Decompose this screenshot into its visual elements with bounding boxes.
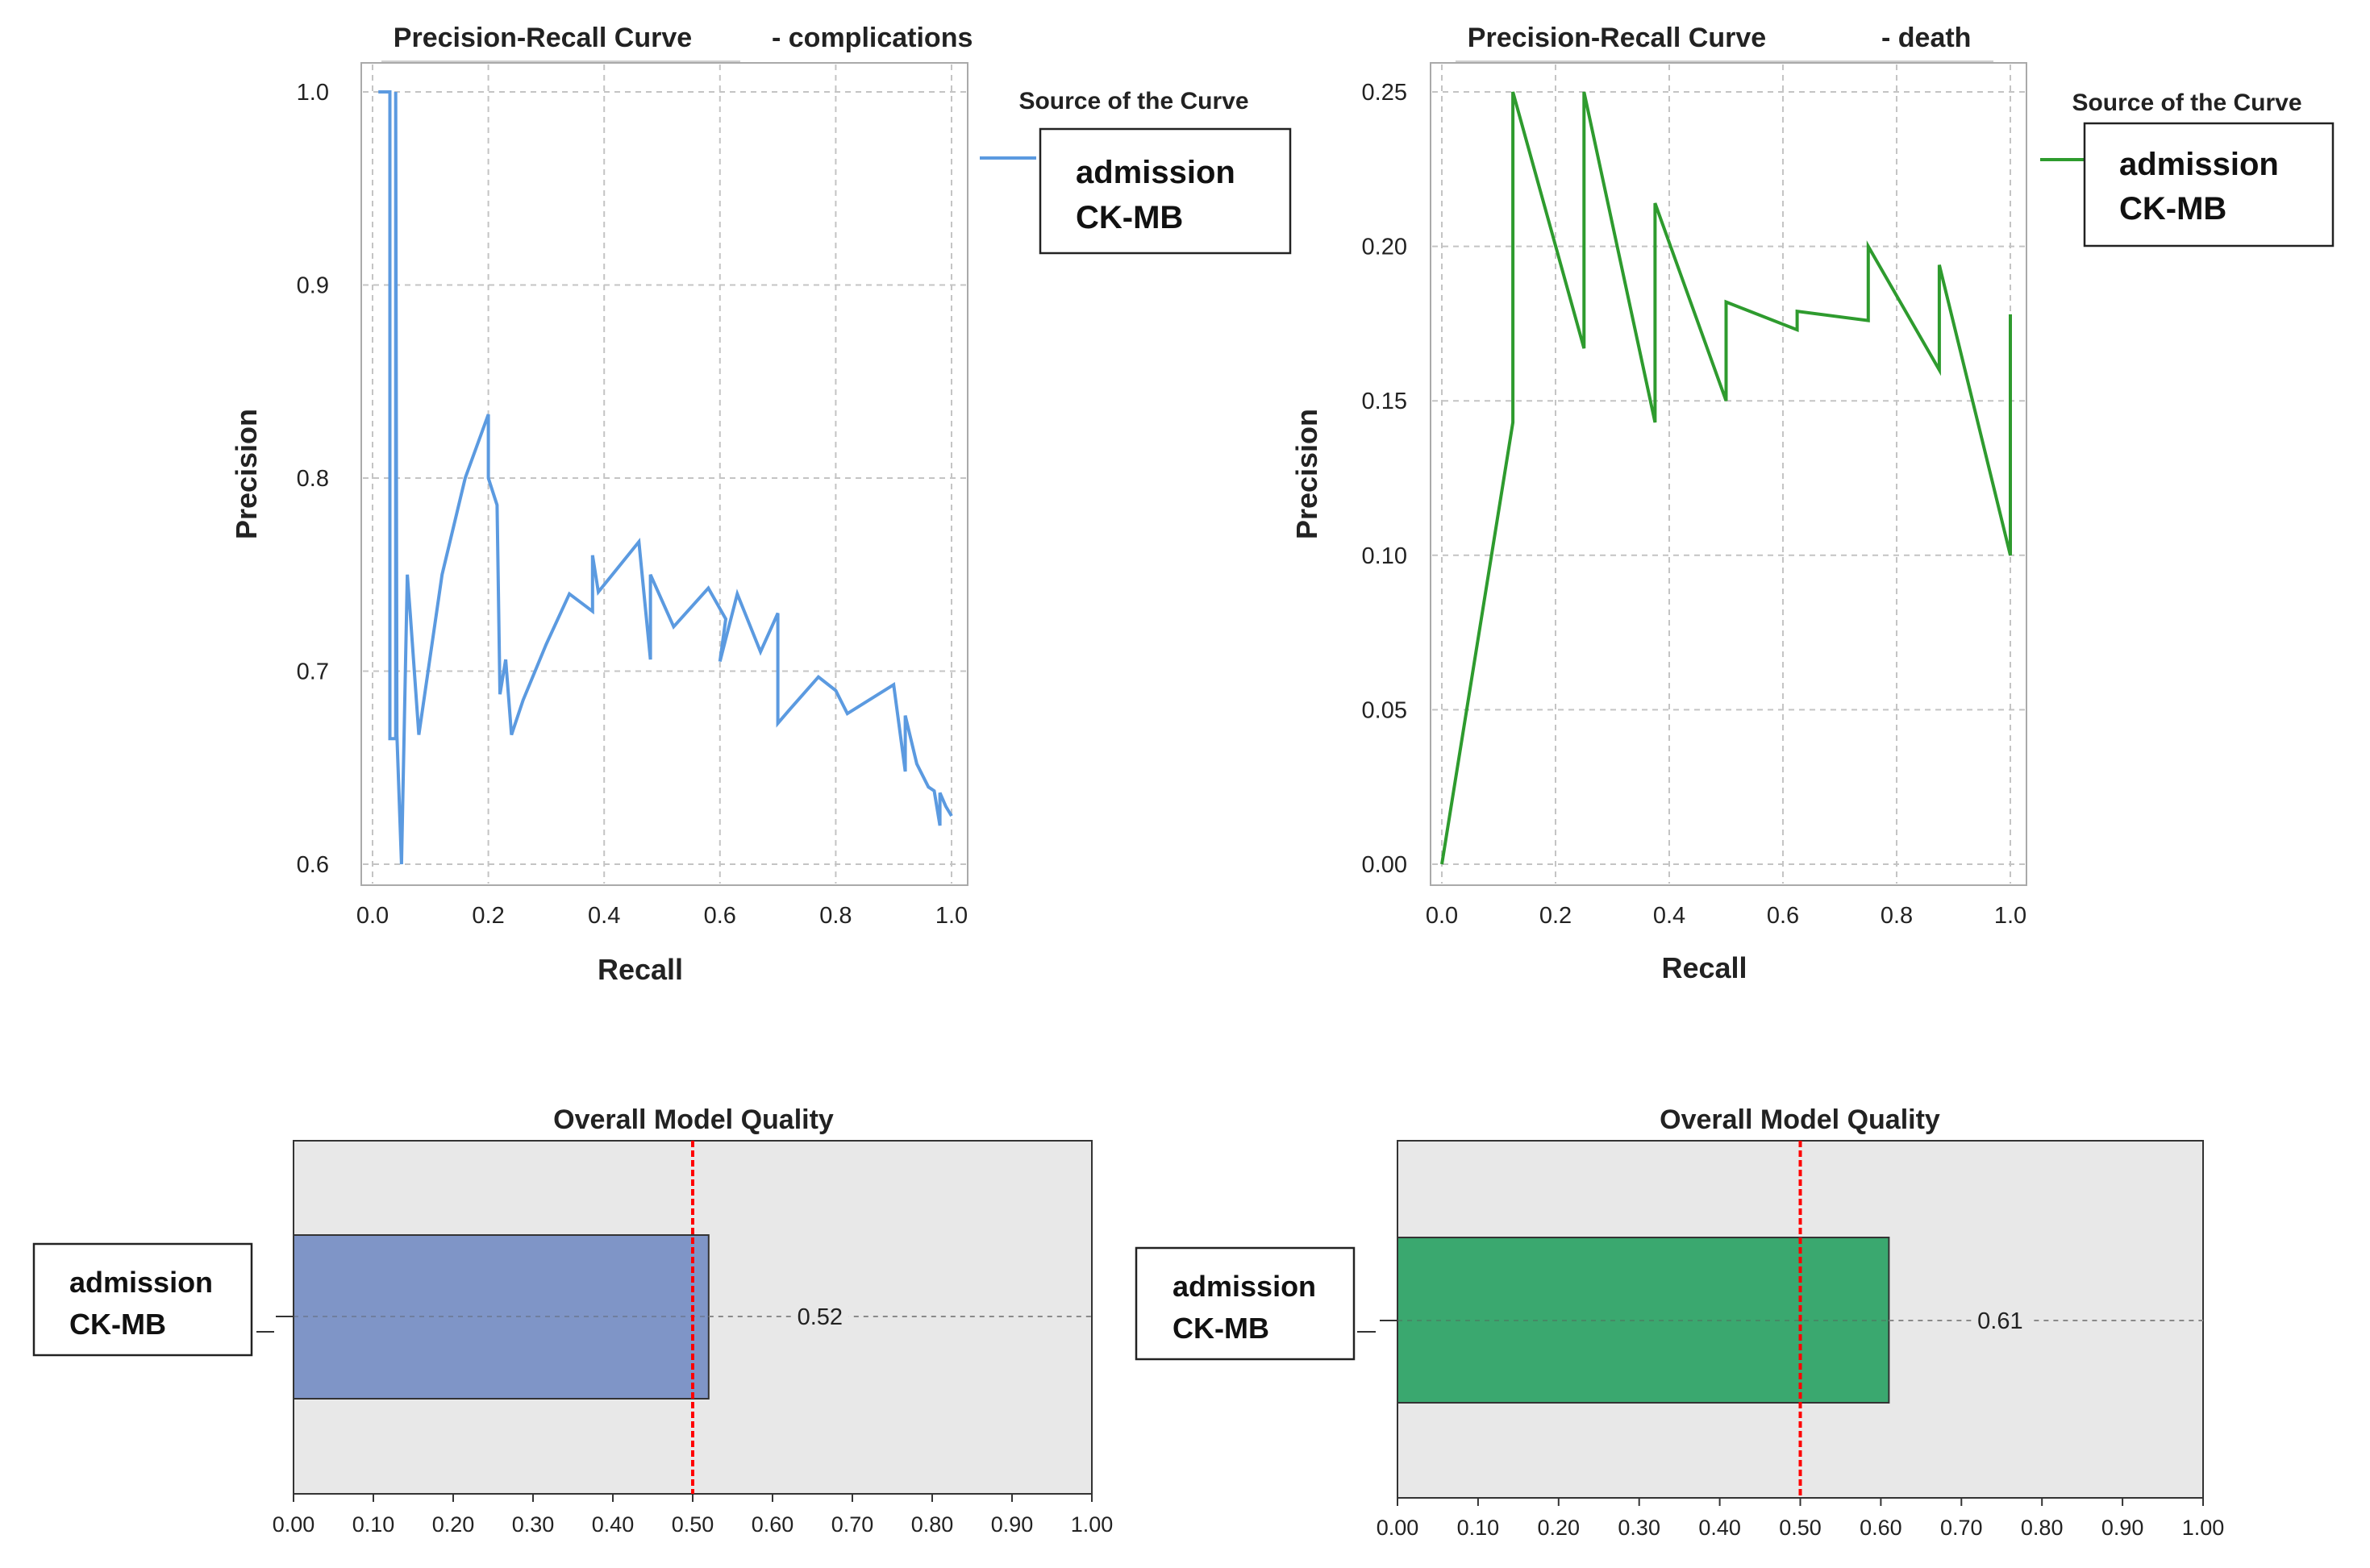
pr1-series-line — [378, 90, 953, 865]
omq2-x-tick-label: 0.70 — [1940, 1516, 1983, 1540]
pr1-y-tick-label: 0.9 — [297, 273, 329, 299]
pr2-legend-entry: admission — [2119, 147, 2279, 182]
pr1-x-tick-label: 1.0 — [935, 903, 968, 929]
pr2-x-tick-label: 0.6 — [1767, 903, 1799, 929]
omq1-x-tick-label: 0.60 — [752, 1512, 794, 1537]
pr1-chart: Precision-Recall Curve - complications 0.0… — [230, 23, 1292, 986]
omq1-value-label-bg — [790, 1302, 849, 1331]
pr2-subtitle: - death — [1881, 23, 1971, 53]
pr1-legend-entry: CK-MB — [1076, 200, 1183, 235]
omq1-x-tick-label: 0.80 — [911, 1512, 954, 1537]
pr2-y-tick-label: 0.15 — [1362, 389, 1407, 414]
omq1-x-tick-label: 0.50 — [672, 1512, 714, 1537]
omq2-x-tick-label: 0.80 — [2021, 1516, 2064, 1540]
omq1-x-tick-label: 1.00 — [1071, 1512, 1114, 1537]
omq1-x-tick-label: 0.90 — [991, 1512, 1034, 1537]
pr2-legend-entry: CK-MB — [2119, 191, 2226, 227]
omq2-x-tick-label: 0.60 — [1860, 1516, 1902, 1540]
pr2-y-tick-label: 0.10 — [1362, 543, 1407, 569]
pr2-title: Precision-Recall Curve — [1468, 23, 1766, 53]
omq2-title: Overall Model Quality — [1660, 1104, 1940, 1135]
omq1-title: Overall Model Quality — [553, 1104, 834, 1135]
pr1-plot-area — [360, 62, 968, 886]
pr2-x-tick-label: 0.0 — [1426, 903, 1458, 929]
omq2-x-tick-label: 0.00 — [1377, 1516, 1419, 1540]
omq1-x-tick-label: 0.00 — [273, 1512, 315, 1537]
pr1-x-tick-label: 0.2 — [472, 903, 504, 929]
omq1-chart: Overall Model Quality 0.52 0.00 0.10 0.20 0.3… — [32, 1104, 1114, 1537]
pr2-x-tick-label: 0.2 — [1539, 903, 1572, 929]
omq1-x-tick-label: 0.30 — [512, 1512, 555, 1537]
pr1-y-axis-label: Precision — [230, 409, 263, 539]
omq2-x-tick-label: 1.00 — [2182, 1516, 2225, 1540]
pr2-legend-box — [2083, 122, 2335, 247]
pr1-legend-entry: admission — [1076, 155, 1235, 190]
omq2-x-tick-label: 0.20 — [1538, 1516, 1581, 1540]
pr2-y-axis-label: Precision — [1290, 409, 1323, 539]
omq2-x-tick-label: 0.10 — [1457, 1516, 1500, 1540]
pr2-y-tick-label: 0.20 — [1362, 235, 1407, 260]
pr2-series-line — [1440, 91, 2012, 865]
omq2-chart: Overall Model Quality 0.61 0.00 0.10 0.20 0.3… — [1135, 1104, 2225, 1540]
pr1-y-tick-label: 0.7 — [297, 659, 329, 685]
omq2-value-label: 0.61 — [1977, 1308, 2022, 1334]
omq1-x-tick-label: 0.40 — [592, 1512, 635, 1537]
pr2-y-tick-label: 0.00 — [1362, 852, 1407, 878]
omq1-category-label: admission — [69, 1266, 213, 1299]
pr1-x-tick-label: 0.6 — [704, 903, 736, 929]
pr2-x-tick-label: 0.8 — [1881, 903, 1913, 929]
pr1-title: Precision-Recall Curve — [394, 23, 692, 53]
pr2-x-tick-label: 1.0 — [1994, 903, 2026, 929]
omq2-value-label-bg — [1971, 1306, 2030, 1335]
pr2-y-tick-label: 0.25 — [1362, 80, 1407, 106]
pr1-x-tick-label: 0.8 — [819, 903, 852, 929]
omq1-value-label: 0.52 — [798, 1304, 843, 1330]
pr1-y-tick-label: 0.8 — [297, 466, 329, 492]
omq1-x-tick-label: 0.70 — [831, 1512, 874, 1537]
pr2-x-axis-label: Recall — [1661, 951, 1747, 984]
pr1-x-axis-label: Recall — [598, 953, 683, 986]
omq1-category-box — [32, 1242, 253, 1357]
pr1-x-tick-label: 0.4 — [588, 903, 620, 929]
pr2-chart: Precision-Recall Curve - death 0.0 0.2 0.4 0.… — [1290, 23, 2335, 984]
pr1-y-tick-label: 1.0 — [297, 80, 329, 106]
pr1-legend-title: Source of the Curve — [1018, 88, 1248, 114]
pr1-legend-box — [1039, 127, 1292, 255]
omq2-x-tick-label: 0.90 — [2101, 1516, 2144, 1540]
omq2-category-box — [1135, 1246, 1356, 1361]
omq2-category-label: CK-MB — [1173, 1312, 1269, 1345]
pr1-x-tick-label: 0.0 — [356, 903, 389, 929]
pr2-legend-title: Source of the Curve — [2072, 89, 2301, 116]
pr2-y-tick-label: 0.05 — [1362, 697, 1407, 723]
omq2-category-label: admission — [1173, 1270, 1316, 1303]
omq2-x-tick-label: 0.50 — [1779, 1516, 1822, 1540]
pr1-y-tick-label: 0.6 — [297, 852, 329, 878]
omq1-category-label: CK-MB — [69, 1308, 166, 1341]
omq1-x-tick-label: 0.20 — [432, 1512, 475, 1537]
omq1-x-tick-label: 0.10 — [352, 1512, 395, 1537]
omq2-x-tick-label: 0.30 — [1618, 1516, 1660, 1540]
pr2-x-tick-label: 0.4 — [1653, 903, 1685, 929]
omq2-x-tick-label: 0.40 — [1698, 1516, 1741, 1540]
pr1-subtitle: - complications — [772, 23, 973, 53]
pr2-plot-area — [1430, 62, 2027, 886]
